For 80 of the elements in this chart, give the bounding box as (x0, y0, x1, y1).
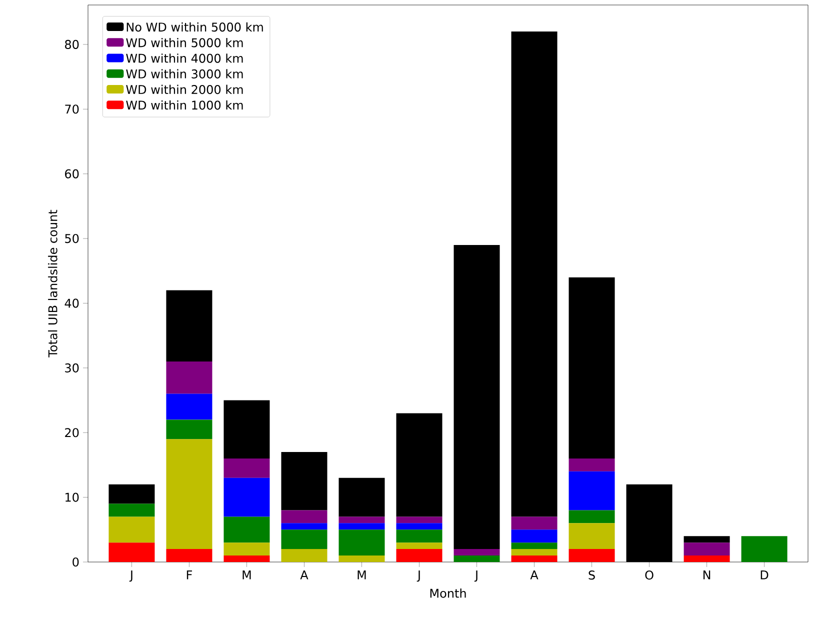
bar (684, 556, 730, 562)
bar (684, 536, 730, 543)
bar (396, 413, 442, 517)
bar (511, 32, 558, 517)
x-tick-label: D (760, 570, 768, 580)
bar (166, 439, 212, 550)
bar (338, 516, 385, 524)
bar (108, 484, 155, 504)
y-tick-label: 40 (64, 298, 79, 308)
bar (741, 536, 788, 562)
x-tick-label: O (645, 570, 654, 580)
x-tick-label: A (530, 570, 538, 580)
y-tick-label: 70 (65, 104, 79, 114)
legend-label: WD within 2000 km (126, 84, 243, 94)
bar (166, 361, 212, 394)
bar (396, 523, 442, 530)
x-axis-title: Month (430, 588, 466, 598)
bar (454, 549, 500, 556)
bar (396, 530, 442, 543)
bar (224, 516, 270, 543)
x-tick-label: A (300, 570, 308, 580)
bar (396, 542, 442, 550)
bar (568, 549, 615, 562)
bar (338, 523, 385, 530)
y-tick-label: 20 (65, 428, 79, 438)
x-tick-label: F (186, 570, 192, 580)
bar (281, 452, 328, 510)
bar (166, 394, 212, 420)
bar (281, 510, 328, 524)
x-tick-label: M (358, 570, 366, 580)
bar (454, 245, 500, 550)
bar (224, 478, 270, 517)
legend-label: WD within 5000 km (126, 38, 243, 48)
legend-label: WD within 4000 km (126, 54, 243, 63)
bar (224, 542, 270, 556)
bar (224, 400, 270, 458)
bar (166, 549, 212, 562)
x-tick-label: J (416, 570, 420, 582)
bar (396, 516, 442, 524)
y-axis-title: Total UIB landslide count (48, 210, 58, 358)
bar (338, 556, 385, 562)
bar (338, 478, 385, 517)
bar (568, 471, 615, 510)
legend-label: No WD within 5000 km (126, 22, 263, 32)
bar (108, 542, 155, 562)
y-tick-label: 0 (72, 557, 79, 567)
y-tick-label: 80 (65, 40, 79, 49)
bar (511, 549, 558, 556)
legend-label: WD within 3000 km (126, 69, 243, 78)
x-tick-label: M (242, 570, 251, 580)
bar (338, 530, 385, 556)
y-tick-label: 50 (65, 234, 79, 244)
bar (511, 516, 558, 530)
bar (108, 504, 155, 517)
bar (281, 549, 328, 562)
bar (511, 530, 558, 543)
bar (224, 556, 270, 562)
bar (684, 542, 730, 556)
bar (166, 420, 212, 440)
x-tick-label: S (588, 570, 595, 580)
bar (511, 542, 558, 550)
bar (568, 277, 615, 458)
bar (454, 556, 500, 562)
y-tick-label: 10 (66, 492, 79, 502)
bar (568, 510, 615, 524)
bar (568, 523, 615, 550)
x-tick-label: J (474, 570, 478, 582)
bar (511, 556, 558, 562)
x-tick-label: J (129, 570, 132, 582)
x-tick-label: N (703, 570, 710, 580)
legend-label: WD within 1000 km (126, 100, 243, 110)
bar (224, 458, 270, 478)
bar (281, 530, 328, 550)
bar (281, 523, 328, 530)
bar (166, 290, 212, 362)
y-tick-label: 30 (65, 363, 79, 372)
bar (108, 516, 155, 543)
bar (396, 549, 442, 562)
bar (568, 458, 615, 472)
y-tick-label: 60 (65, 169, 79, 178)
